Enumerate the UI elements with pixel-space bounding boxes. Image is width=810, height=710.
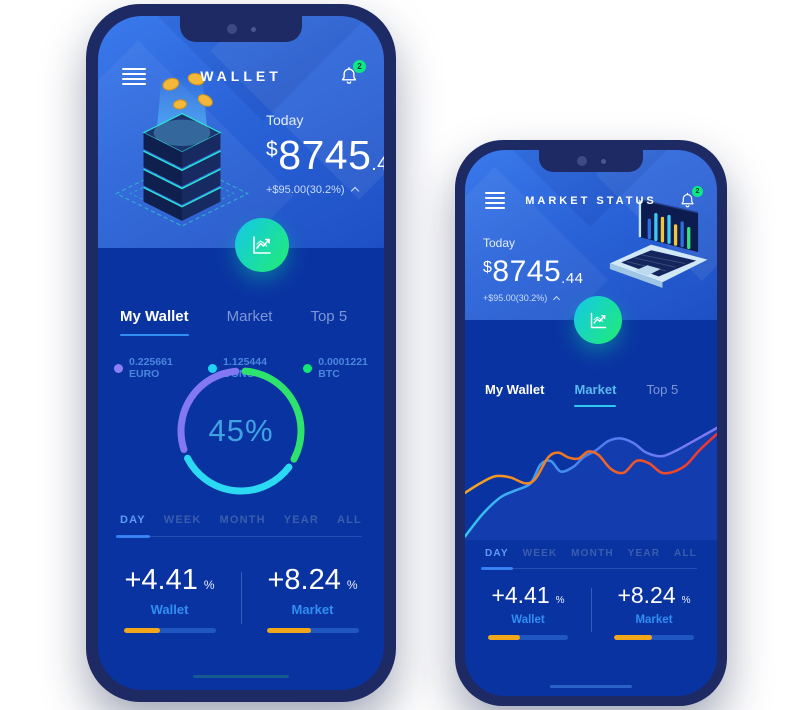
filter-all[interactable]: ALL <box>336 514 362 526</box>
stats-divider <box>241 572 242 624</box>
stats-divider <box>591 588 592 632</box>
chart-action-button[interactable] <box>574 296 622 344</box>
wallet-progress-bar <box>123 628 216 633</box>
tab-market[interactable]: Market <box>226 308 273 325</box>
filter-year[interactable]: YEAR <box>627 548 661 559</box>
amount-integer: 8745 <box>492 255 562 288</box>
balance-summary: Today $ 8745 .44 +$95.00(30.2%) <box>483 236 584 303</box>
camera-dot <box>600 158 606 164</box>
tab-my-wallet[interactable]: My Wallet <box>120 308 189 336</box>
amount-cents: .44 <box>371 154 384 175</box>
balance-amount: $ 8745 .44 <box>266 135 384 176</box>
market-screen: MARKET STATUS 2 Today $ 8745 .44 <box>465 150 717 696</box>
phone-notch <box>539 150 643 172</box>
amount-integer: 8745 <box>278 132 372 178</box>
filter-month[interactable]: MONTH <box>571 548 614 559</box>
market-tabs: My Wallet Market Top 5 <box>485 382 678 407</box>
filter-week[interactable]: WEEK <box>522 548 558 559</box>
filter-all[interactable]: ALL <box>673 548 697 559</box>
speaker-dot <box>576 156 587 166</box>
stat-wallet: +4.41 % Wallet <box>98 564 241 633</box>
performance-stats: +4.41 % Wallet +8.24 % Market <box>465 582 717 640</box>
page-title: MARKET STATUS <box>525 194 657 207</box>
tab-top5[interactable]: Top 5 <box>646 382 679 397</box>
balance-change: +$95.00(30.2%) <box>483 293 584 303</box>
filter-day[interactable]: DAY <box>481 548 513 570</box>
today-label: Today <box>483 236 516 250</box>
btc-dot <box>303 363 313 373</box>
wallet-screen: WALLET 2 <box>98 16 384 690</box>
home-indicator[interactable] <box>550 685 632 688</box>
stat-market: +8.24 % Market <box>591 582 717 640</box>
stat-label: Market <box>291 602 334 617</box>
menu-icon[interactable] <box>485 192 505 209</box>
market-progress-bar <box>266 628 359 633</box>
currency-symbol: $ <box>483 259 493 276</box>
stat-label: Wallet <box>150 602 189 617</box>
time-filters: DAY WEEK MONTH YEAR ALL <box>481 548 697 570</box>
market-progress-bar <box>614 635 694 640</box>
notification-badge: 2 <box>353 60 366 73</box>
amount-cents: .44 <box>561 270 584 287</box>
legend-btc: 0.0001221 BTC <box>303 356 376 380</box>
filter-year[interactable]: YEAR <box>283 514 320 526</box>
chart-action-button[interactable] <box>235 218 289 272</box>
filter-day[interactable]: DAY <box>116 514 150 538</box>
laptop-illustration <box>593 196 715 298</box>
balance-summary: Today $ 8745 .44 +$95.00(30.2%) <box>266 112 384 196</box>
balance-change: +$95.00(30.2%) <box>266 184 384 196</box>
donut-percentage: 45% <box>208 413 274 448</box>
dong-dot <box>208 363 218 373</box>
menu-icon[interactable] <box>122 67 146 85</box>
home-indicator[interactable] <box>193 674 289 678</box>
phone-wallet: WALLET 2 <box>86 4 396 702</box>
legend-euro: 0.225661 EURO <box>114 356 189 380</box>
time-filters: DAY WEEK MONTH YEAR ALL <box>116 514 362 538</box>
tab-top5[interactable]: Top 5 <box>310 308 348 325</box>
wallet-tabs: My Wallet Market Top 5 <box>120 308 347 336</box>
phone-market-status: MARKET STATUS 2 Today $ 8745 .44 <box>455 140 727 706</box>
phone-notch <box>180 16 302 42</box>
notification-bell-icon[interactable]: 2 <box>678 186 703 211</box>
speaker-dot <box>226 24 237 34</box>
donut-ring <box>174 364 308 498</box>
stat-market: +8.24 % Market <box>241 564 384 633</box>
tab-my-wallet[interactable]: My Wallet <box>485 382 545 397</box>
notification-badge: 2 <box>692 186 703 197</box>
euro-dot <box>114 363 123 373</box>
wallet-progress-bar <box>488 635 568 640</box>
market-line-chart <box>465 422 717 540</box>
chevron-up-icon <box>350 186 359 196</box>
stat-label: Wallet <box>511 614 545 626</box>
chevron-up-icon <box>553 295 561 303</box>
page-title: WALLET <box>200 68 282 84</box>
filter-month[interactable]: MONTH <box>219 514 266 526</box>
wallet-header: WALLET 2 <box>98 60 384 88</box>
notification-bell-icon[interactable]: 2 <box>338 60 366 88</box>
today-label: Today <box>266 112 304 128</box>
stat-wallet: +4.41 % Wallet <box>465 582 591 640</box>
coins-stack-illustration <box>106 68 258 230</box>
tab-market[interactable]: Market <box>574 382 616 407</box>
stat-label: Market <box>635 614 673 626</box>
filter-week[interactable]: WEEK <box>163 514 202 526</box>
market-header: MARKET STATUS 2 <box>465 186 717 211</box>
currency-symbol: $ <box>266 138 279 161</box>
portfolio-donut-chart: 45% <box>174 364 308 498</box>
balance-amount: $ 8745 .44 <box>483 257 584 287</box>
camera-dot <box>250 26 256 32</box>
performance-stats: +4.41 % Wallet +8.24 % Market <box>98 564 384 633</box>
